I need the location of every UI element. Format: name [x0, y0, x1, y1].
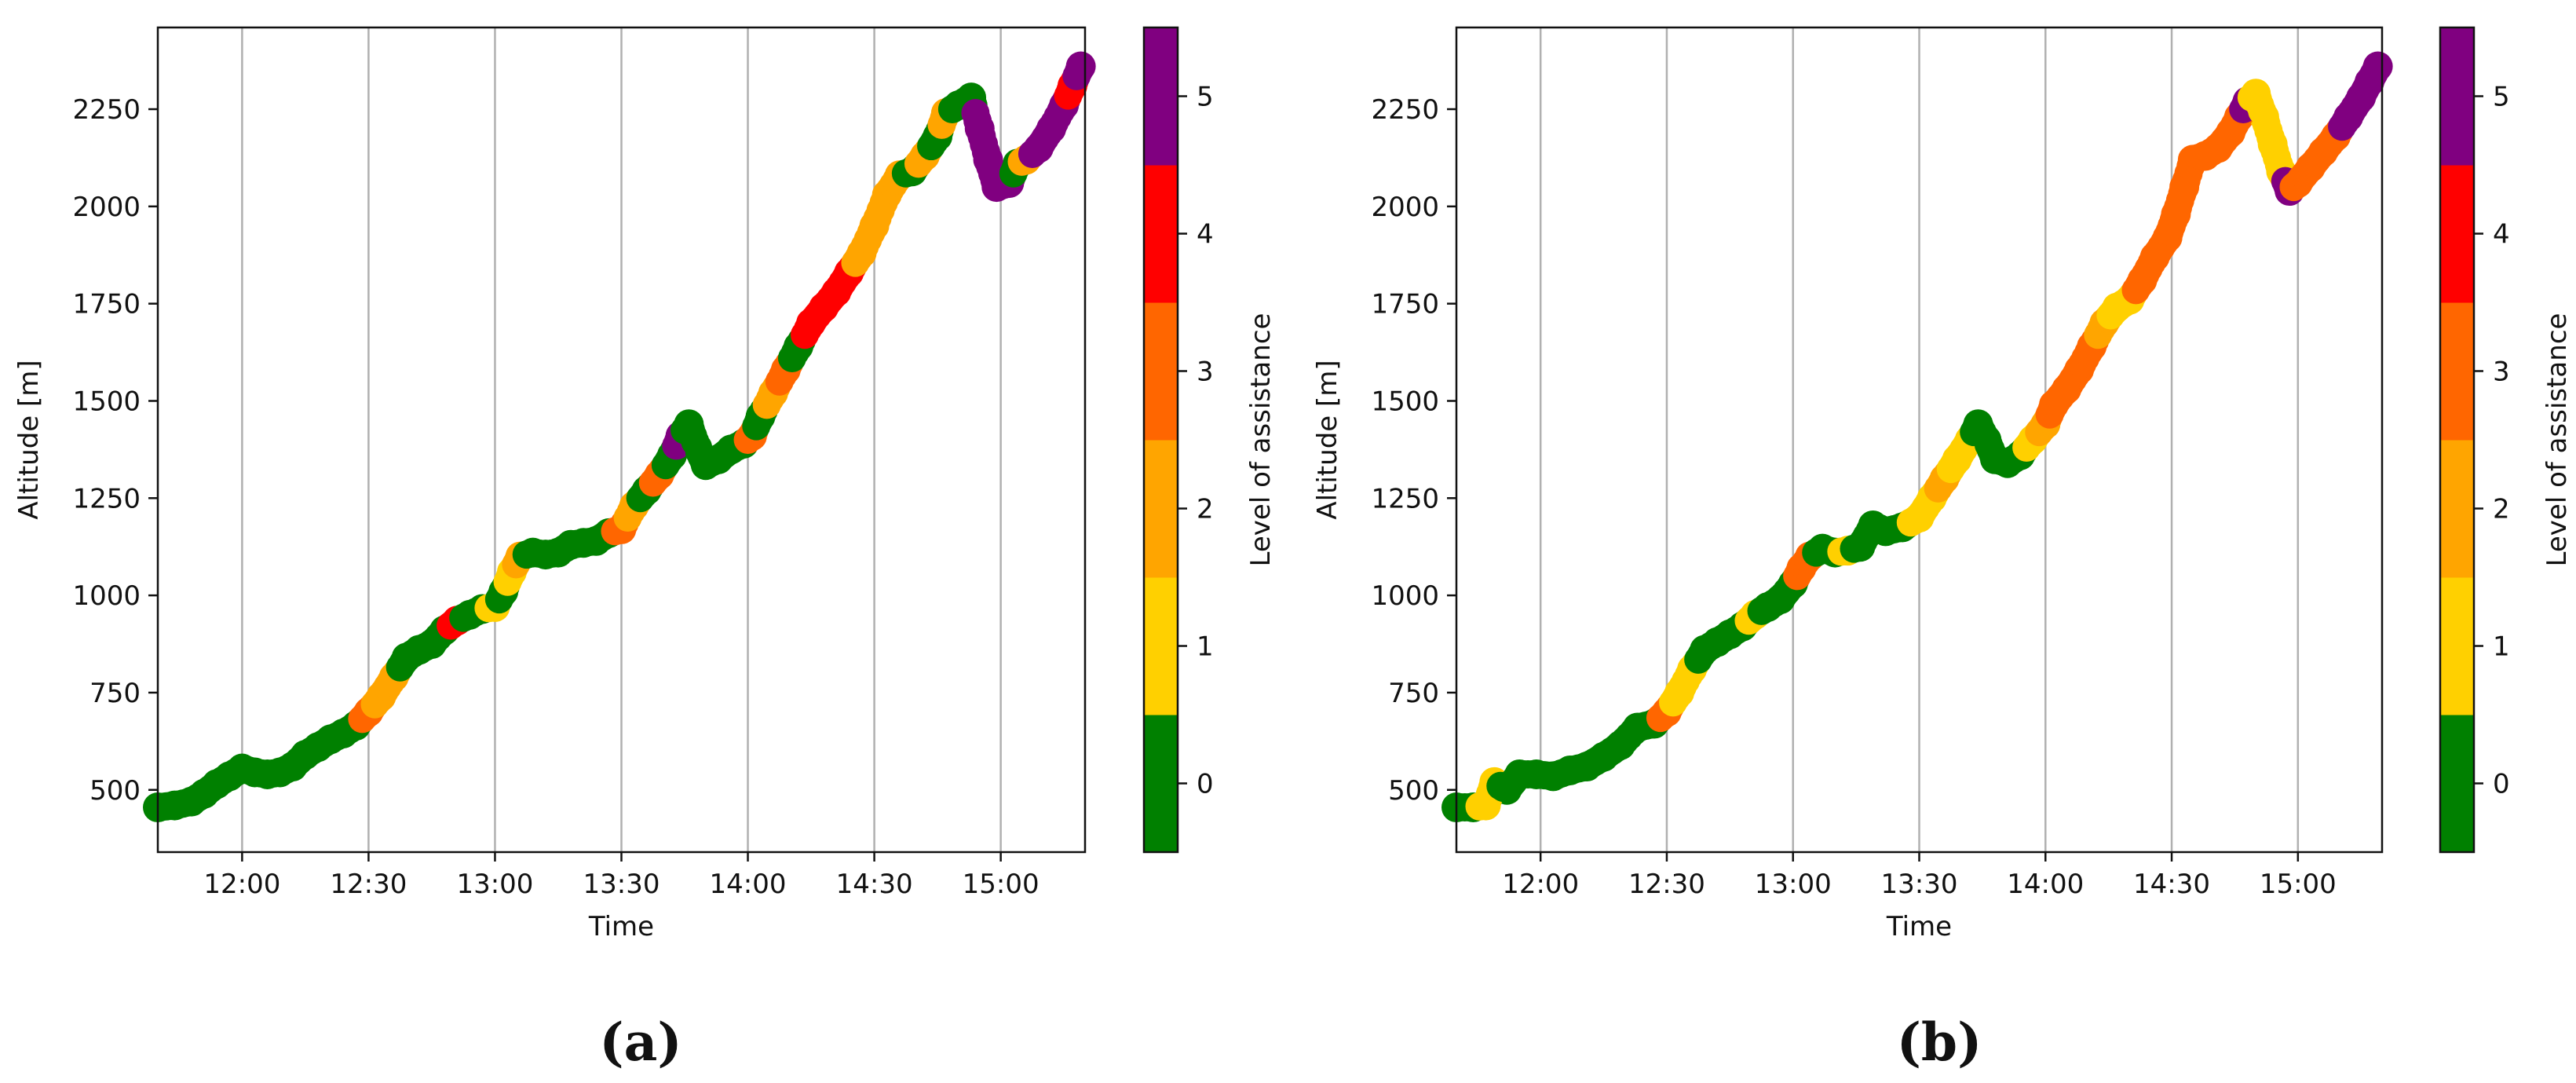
colorbar-tick-label: 3: [1197, 357, 1214, 388]
y-axis-label: Altitude [m]: [13, 360, 45, 519]
colorbar-segment: [1144, 577, 1178, 715]
panel-a: 12:00 12:30 13:00 13:30 14:00 14:30 15:00 500 75…: [13, 26, 1277, 1073]
colorbar-segment: [1144, 302, 1178, 441]
x-axis-label: Time: [588, 911, 654, 942]
x-tick-label: 13:00: [1755, 869, 1832, 900]
x-tick-label: 14:30: [2133, 869, 2210, 900]
colorbar-segment: [2440, 577, 2474, 715]
colorbar-tick-label: 1: [2493, 631, 2510, 663]
y-tick-label: 1250: [1371, 483, 1439, 514]
panel-caption: (b): [1897, 1012, 1982, 1073]
y-tick-label: 1500: [1371, 386, 1439, 417]
colorbar-segment: [1144, 165, 1178, 303]
x-tick-label: 14:30: [836, 869, 913, 900]
colorbar-segment: [2440, 715, 2474, 853]
y-tick-label: 1750: [1371, 289, 1439, 320]
x-tick-label: 13:30: [1881, 869, 1958, 900]
scatter-points: [143, 51, 1096, 823]
y-tick-label: 2000: [72, 192, 141, 223]
x-tick-label: 12:00: [203, 869, 280, 900]
colorbar-tick-label: 0: [1197, 769, 1214, 800]
x-tick-label: 14:00: [2007, 869, 2084, 900]
colorbar-segment: [2440, 165, 2474, 303]
colorbar-label: Level of assistance: [2541, 313, 2573, 567]
colorbar-tick-label: 5: [2493, 82, 2510, 113]
y-tick-label: 2250: [1371, 94, 1439, 126]
colorbar-tick-label: 4: [2493, 219, 2510, 251]
y-tick-label: 1750: [72, 289, 141, 320]
scatter-point: [2361, 56, 2390, 85]
y-tick-label: 500: [90, 775, 141, 807]
colorbar-tick-label: 5: [1197, 82, 1214, 113]
y-tick-label: 1000: [72, 580, 141, 612]
y-tick-label: 2000: [1371, 192, 1439, 223]
y-tick-label: 1500: [72, 386, 141, 417]
colorbar-frame: [2439, 26, 2476, 854]
x-tick-label: 13:00: [456, 869, 533, 900]
x-tick-label: 12:30: [330, 869, 407, 900]
colorbar-segment: [2440, 302, 2474, 441]
y-tick-label: 1250: [72, 483, 141, 514]
colorbar-segment: [1144, 715, 1178, 853]
colorbar-tick-label: 0: [2493, 769, 2510, 800]
y-tick-label: 500: [1388, 775, 1439, 807]
colorbar-label: Level of assistance: [1245, 313, 1277, 567]
colorbar-tick-label: 2: [2493, 494, 2510, 525]
panel-b: 12:00 12:30 13:00 13:30 14:00 14:30 15:00 500 75…: [1312, 26, 2573, 1073]
x-axis-label: Time: [1886, 911, 1952, 942]
y-tick-label: 1000: [1371, 580, 1439, 612]
colorbar-tick-label: 1: [1197, 631, 1214, 663]
panel-caption: (a): [599, 1012, 681, 1073]
y-tick-label: 750: [1388, 678, 1439, 709]
colorbar-segment: [2440, 440, 2474, 578]
x-tick-label: 14:00: [710, 869, 787, 900]
x-tick-label: 12:00: [1502, 869, 1579, 900]
x-tick-label: 12:30: [1628, 869, 1705, 900]
x-tick-label: 13:30: [583, 869, 660, 900]
y-tick-label: 2250: [72, 94, 141, 126]
colorbar-segment: [1144, 440, 1178, 578]
scatter-points: [1441, 51, 2393, 823]
colorbar-tick-label: 4: [1197, 219, 1214, 251]
colorbar-tick-label: 3: [2493, 357, 2510, 388]
scatter-point: [1064, 57, 1093, 86]
colorbar-tick-label: 2: [1197, 494, 1214, 525]
colorbar: 0 1 2 3 4 5 Level of assistance: [1142, 26, 1277, 854]
colorbar-segment: [1144, 27, 1178, 166]
y-tick-label: 750: [90, 678, 141, 709]
colorbar-frame: [1142, 26, 1179, 854]
y-axis-label: Altitude [m]: [1312, 360, 1343, 519]
x-tick-label: 15:00: [2260, 869, 2337, 900]
colorbar: 0 1 2 3 4 5 Level of assistance: [2439, 26, 2573, 854]
colorbar-segment: [2440, 27, 2474, 166]
x-tick-label: 15:00: [963, 869, 1040, 900]
